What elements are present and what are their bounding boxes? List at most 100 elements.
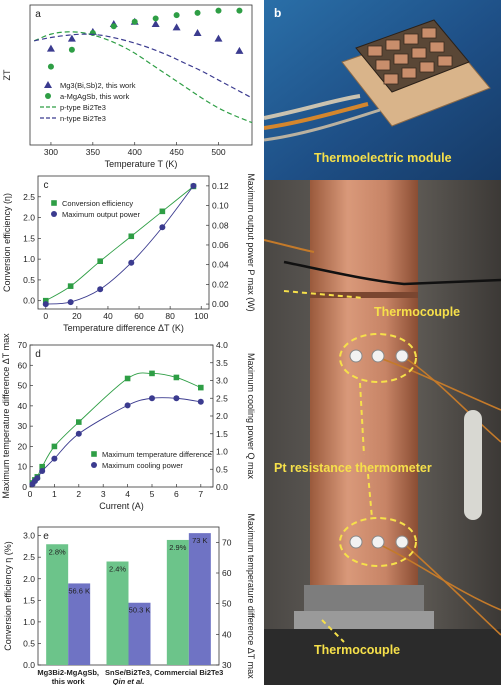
legend-marker — [44, 81, 52, 88]
y-tick-label: 2.0 — [23, 213, 35, 223]
bar — [68, 583, 91, 665]
data-point — [39, 468, 46, 475]
legend-entry: Mg3(Bi,Sb)2, this work — [60, 81, 136, 90]
data-point — [110, 23, 117, 30]
data-point — [128, 233, 135, 240]
legend-entry: Maximum output power — [62, 210, 140, 219]
legend-marker — [51, 200, 57, 206]
legend-marker — [51, 211, 57, 217]
y-tick-label: 2.5 — [23, 552, 35, 562]
y2-tick-label: 0.10 — [212, 201, 229, 211]
bar — [128, 602, 151, 665]
bar — [46, 544, 69, 665]
legend-marker — [45, 93, 51, 99]
data-point — [149, 370, 155, 377]
series-line — [32, 397, 201, 485]
data-point — [67, 283, 74, 289]
legend-marker — [91, 451, 97, 457]
data-point — [215, 7, 222, 14]
legend-entry: Maximum temperature difference — [102, 450, 212, 459]
x-tick-label: 500 — [211, 147, 225, 157]
y2-tick-label: 1.0 — [216, 447, 228, 457]
series-line — [33, 31, 253, 124]
thermocouple-bottom-label: Thermocouple — [314, 643, 401, 657]
x-tick-label: 4 — [125, 489, 130, 499]
y2-tick-label: 40 — [222, 629, 232, 639]
plot-frame — [29, 4, 253, 146]
legend-entry: Conversion efficiency — [62, 199, 133, 208]
x-tick-label: 20 — [72, 311, 82, 321]
thermoelectric-module-photo: b Thermoelectric module — [264, 0, 501, 180]
panel-label: c — [44, 180, 49, 191]
x-tick-label: 1 — [52, 489, 57, 499]
data-point — [190, 182, 197, 189]
data-point — [236, 7, 243, 14]
x-tick-label: 100 — [194, 311, 208, 321]
data-point — [128, 259, 135, 266]
data-point — [131, 18, 138, 25]
y2-tick-label: 3.0 — [216, 376, 228, 386]
x-tick-label: 7 — [198, 489, 203, 499]
data-point — [173, 12, 180, 19]
bar-value-label: 2.9% — [169, 543, 186, 552]
series-line — [34, 33, 253, 99]
data-point — [159, 208, 166, 215]
y2-tick-label: 0.04 — [212, 260, 229, 270]
panel-label: a — [35, 9, 41, 20]
data-point — [172, 23, 181, 31]
category-label: this work — [52, 677, 86, 685]
data-point — [68, 46, 75, 53]
y-axis-label: Maximum temperature difference ΔT max — [1, 333, 11, 499]
data-point — [67, 299, 74, 306]
y-axis-label: Conversion efficiency (η) — [2, 193, 12, 292]
y2-tick-label: 1.5 — [216, 429, 228, 439]
y2-tick-label: 0.12 — [212, 181, 229, 191]
legend-entry: Maximum cooling power — [102, 461, 183, 470]
x-axis-label: Temperature T (K) — [105, 159, 178, 169]
y2-tick-label: 0.00 — [212, 299, 229, 309]
y-tick-label: 2.5 — [23, 192, 35, 202]
y-tick-label: 0.0 — [23, 660, 35, 670]
bar — [106, 561, 129, 665]
data-point — [159, 224, 166, 231]
x-axis-label: Temperature difference ΔT (K) — [63, 323, 184, 333]
data-point — [193, 29, 202, 36]
x-tick-label: 40 — [103, 311, 113, 321]
category-label: Commercial Bi2Te3 — [154, 668, 223, 677]
module-caption: Thermoelectric module — [314, 151, 452, 165]
y-tick-label: 3.0 — [23, 531, 35, 541]
data-point — [42, 301, 49, 308]
legend-entry: n-type Bi2Te3 — [60, 114, 106, 123]
bar — [188, 533, 211, 665]
data-point — [235, 46, 244, 54]
data-point — [34, 475, 41, 482]
bar-value-label: 73 K — [192, 536, 207, 545]
data-point — [151, 20, 160, 28]
data-point — [173, 395, 180, 402]
y-tick-label: 40 — [18, 401, 28, 411]
y2-tick-label: 2.0 — [216, 411, 228, 421]
y2-tick-label: 70 — [222, 537, 232, 547]
panel-label: e — [43, 531, 49, 542]
x-tick-label: 5 — [150, 489, 155, 499]
y2-tick-label: 4.0 — [216, 340, 228, 350]
x-tick-label: 60 — [134, 311, 144, 321]
x-tick-label: 300 — [44, 147, 58, 157]
legend-entry: a-MgAgSb, this work — [60, 92, 129, 101]
category-label: Qin et al. — [113, 677, 145, 685]
data-point — [75, 430, 82, 437]
x-tick-label: 450 — [170, 147, 184, 157]
data-point — [197, 398, 204, 405]
data-point — [42, 297, 49, 304]
y-tick-label: 0.5 — [23, 638, 35, 648]
y2-tick-label: 30 — [222, 660, 232, 670]
thermocouple-top-label: Thermocouple — [374, 305, 461, 319]
y2-axis-label: Maximum cooling power Q max — [246, 353, 256, 480]
data-point — [51, 455, 58, 462]
y-tick-label: 1.0 — [23, 617, 35, 627]
bar-value-label: 56.6 K — [68, 586, 90, 595]
x-tick-label: 0 — [43, 311, 48, 321]
data-point — [124, 402, 131, 409]
y2-tick-label: 2.5 — [216, 393, 228, 403]
